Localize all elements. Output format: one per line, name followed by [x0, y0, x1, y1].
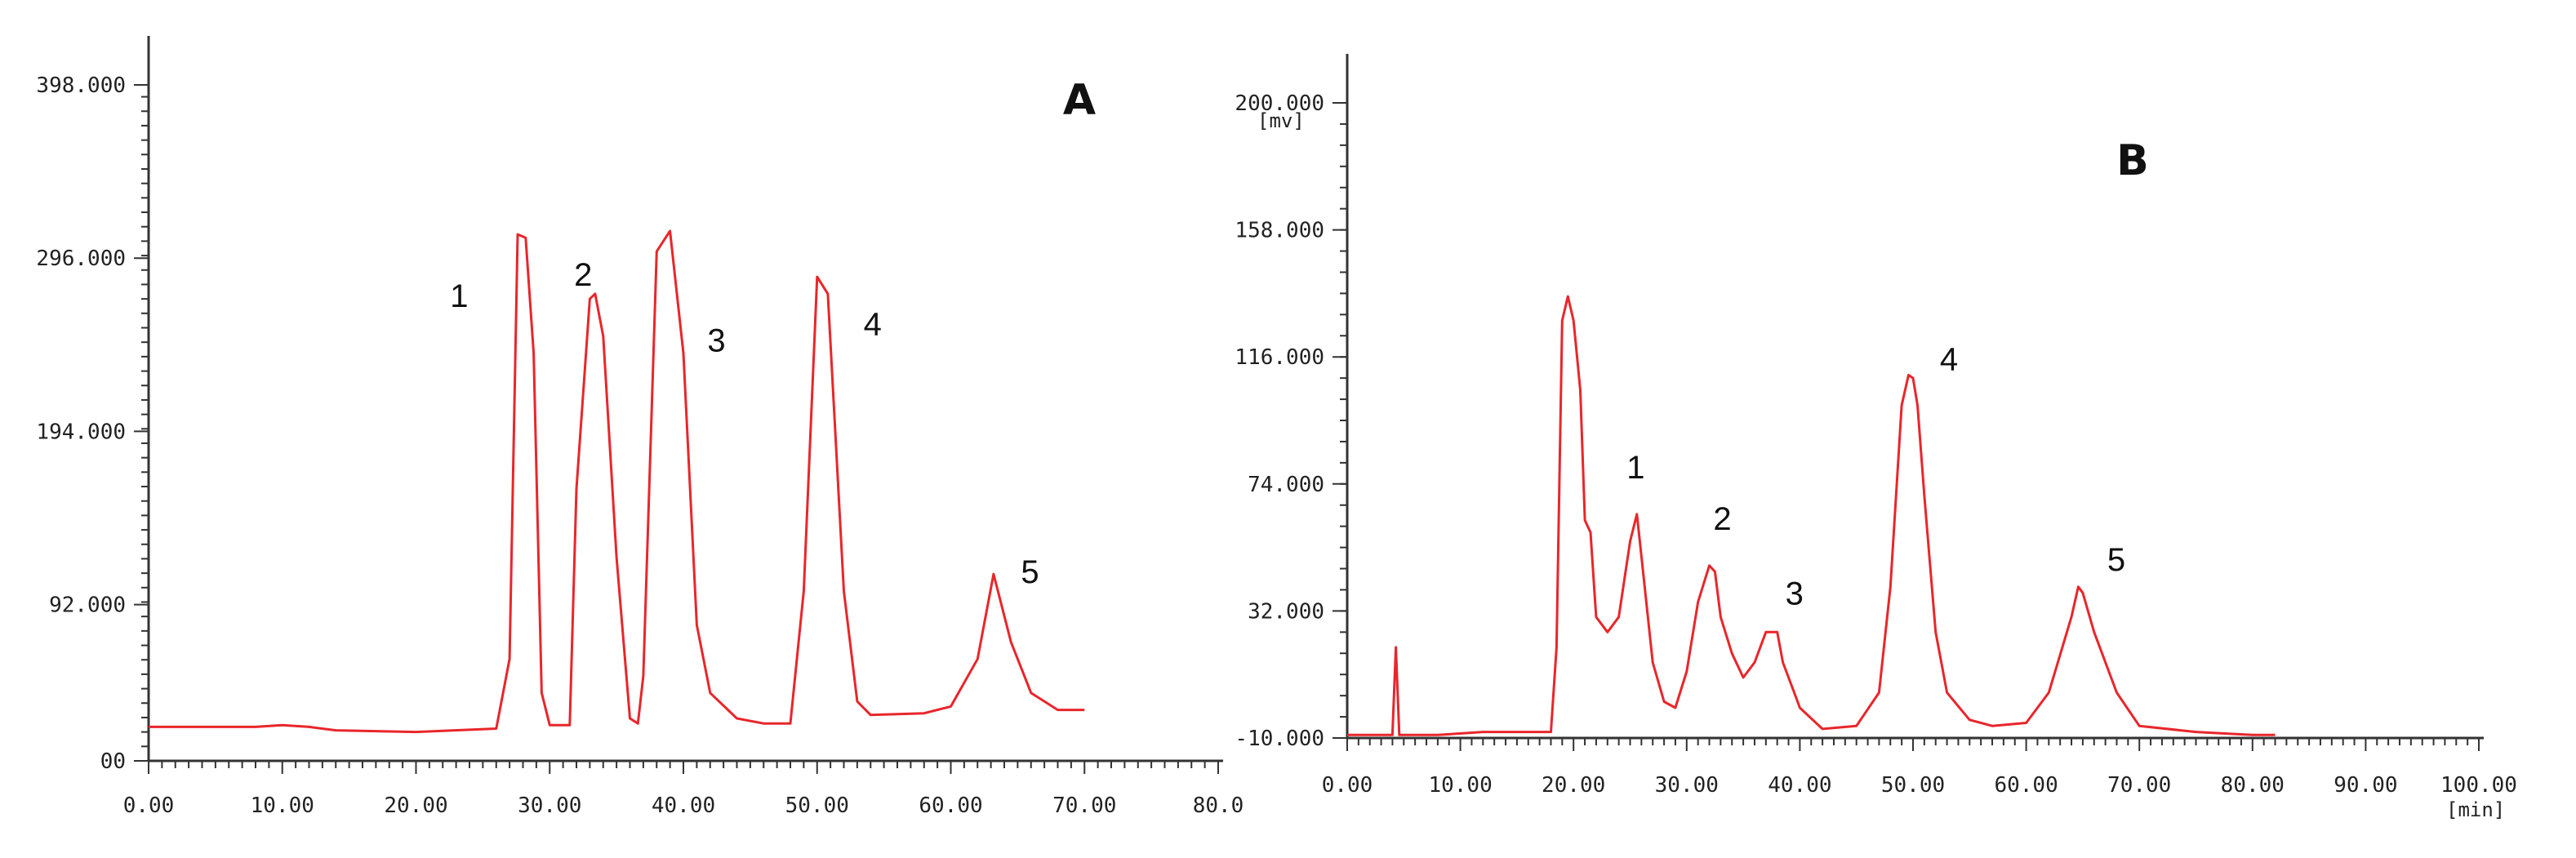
chromatogram-trace [1347, 295, 2276, 736]
x-tick-label: 80.0 [1193, 794, 1244, 818]
y-tick-label: 398.000 [36, 73, 126, 98]
y-tick-label: 74.000 [1248, 473, 1324, 497]
x-unit-label: [min] [2446, 798, 2505, 821]
chromatogram-trace [149, 229, 1085, 734]
peak-label: 1 [450, 278, 468, 314]
x-tick-label: 50.00 [1881, 773, 1945, 798]
x-tick-label: 100.00 [2440, 773, 2517, 798]
peak-label: 1 [1626, 450, 1644, 486]
peak-label: 3 [707, 322, 725, 358]
x-tick-label: 10.00 [1428, 773, 1492, 798]
y-unit-label: [mv] [1257, 109, 1305, 132]
x-tick-label: 60.00 [919, 794, 982, 818]
peak-label: 5 [1021, 554, 1039, 590]
y-tick-label: 194.000 [36, 420, 126, 444]
x-tick-label: 50.00 [785, 794, 849, 818]
x-tick-label: 90.00 [2334, 773, 2397, 798]
peak-label: 3 [1786, 576, 1804, 611]
y-tick-label: 296.000 [36, 247, 126, 271]
y-tick-label: 116.000 [1235, 345, 1324, 370]
peak-label: 4 [1940, 341, 1958, 377]
x-tick-label: 70.00 [1052, 794, 1116, 818]
x-tick-label: 40.00 [1768, 773, 1831, 798]
x-tick-label: 60.00 [1994, 773, 2058, 798]
y-tick-label: 92.000 [49, 593, 126, 618]
x-tick-label: 30.00 [1655, 773, 1719, 798]
peak-label: 4 [864, 307, 882, 343]
y-tick-label: 00 [100, 749, 126, 774]
chart-panel-b: 0.00 10.00 20.00 30.00 40.00 50.00 60.00 70.00 8… [1235, 54, 2517, 821]
x-tick-label: 20.00 [384, 794, 447, 818]
y-tick-label: 158.000 [1235, 219, 1324, 243]
y-tick-label: 32.000 [1248, 599, 1324, 624]
y-tick-label: 200.000 [1235, 91, 1324, 116]
x-tick-label: 20.00 [1542, 773, 1605, 798]
x-tick-label: 0.00 [123, 794, 175, 818]
x-tick-label: 10.00 [251, 794, 314, 818]
chart-panel-a: 0.00 10.00 20.00 30.00 40.00 50.00 60.00 70.00 8… [36, 36, 1244, 818]
peak-label: 2 [574, 257, 592, 293]
x-tick-label: 30.00 [518, 794, 581, 818]
x-tick-label: 70.00 [2107, 773, 2171, 798]
panel-letter: A [1063, 76, 1096, 125]
x-tick-label: 80.00 [2221, 773, 2285, 798]
panel-letter: B [2116, 136, 2149, 185]
peak-label: 5 [2107, 542, 2125, 578]
peak-label: 2 [1713, 501, 1731, 537]
y-tick-label: -10.000 [1235, 727, 1324, 751]
x-tick-label: 0.00 [1322, 773, 1373, 798]
x-tick-label: 40.00 [652, 794, 715, 818]
